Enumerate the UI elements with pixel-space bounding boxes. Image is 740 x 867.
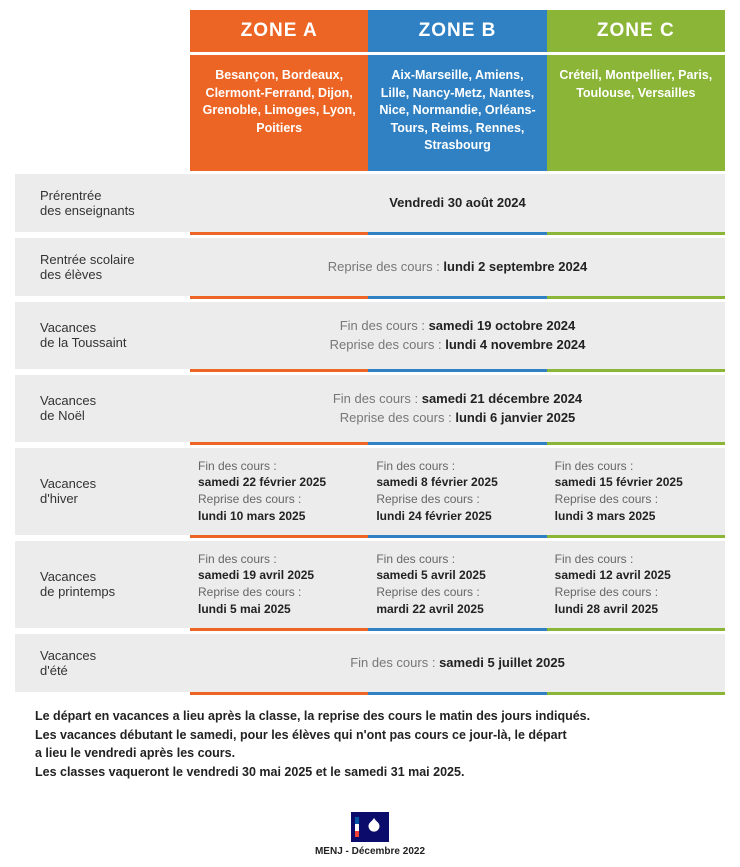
rep-date: mardi 22 avril 2025 (376, 601, 538, 618)
zone-a-cell: Fin des cours : samedi 19 avril 2025 Rep… (190, 541, 368, 628)
fin-date: samedi 5 avril 2025 (376, 567, 538, 584)
footnote-line: Le départ en vacances a lieu après la cl… (35, 707, 705, 726)
row-ete: Vacances d'été Fin des cours : samedi 5 … (15, 634, 725, 692)
fin-date: samedi 19 avril 2025 (198, 567, 360, 584)
zone-b-header: ZONE B (368, 10, 546, 52)
footer-text: MENJ - Décembre 2022 (15, 846, 725, 857)
label-line1: Vacances (40, 476, 180, 491)
prefix: Reprise des cours : (330, 337, 446, 352)
zone-c-cell: Fin des cours : samedi 15 février 2025 R… (547, 448, 725, 535)
rep-date: lundi 5 mai 2025 (198, 601, 360, 618)
calendar-table: ZONE A ZONE B ZONE C Besançon, Bordeaux,… (15, 10, 725, 695)
date-value: lundi 2 septembre 2024 (443, 259, 587, 274)
label-line2: de printemps (40, 584, 180, 599)
rep-label: Reprise des cours : (376, 584, 538, 601)
prefix: Fin des cours : (340, 318, 429, 333)
fin-date: samedi 22 février 2025 (198, 474, 360, 491)
label-line2: des enseignants (40, 203, 180, 218)
row-label: Vacances de Noël (15, 375, 190, 442)
row-noel: Vacances de Noël Fin des cours : samedi … (15, 375, 725, 442)
fin-label: Fin des cours : (198, 551, 360, 568)
label-line1: Vacances (40, 393, 180, 408)
merged-value: Reprise des cours : lundi 2 septembre 20… (190, 238, 725, 296)
fin-date: samedi 15 février 2025 (555, 474, 717, 491)
fin-label: Fin des cours : (198, 458, 360, 475)
label-line2: d'hiver (40, 491, 180, 506)
zone-b-cell: Fin des cours : samedi 5 avril 2025 Repr… (368, 541, 546, 628)
label-line2: d'été (40, 663, 180, 678)
row-label: Vacances d'hiver (15, 448, 190, 535)
date-value: samedi 21 décembre 2024 (422, 391, 582, 406)
row-rentree: Rentrée scolaire des élèves Reprise des … (15, 238, 725, 296)
footnote-line: Les classes vaqueront le vendredi 30 mai… (35, 763, 705, 782)
footnote-line: Les vacances débutant le samedi, pour le… (35, 726, 705, 745)
prefix: Reprise des cours : (340, 410, 456, 425)
zone-cities-row: Besançon, Bordeaux, Clermont-Ferrand, Di… (15, 55, 725, 171)
row-toussaint: Vacances de la Toussaint Fin des cours :… (15, 302, 725, 369)
rep-label: Reprise des cours : (198, 584, 360, 601)
date-value: samedi 5 juillet 2025 (439, 655, 565, 670)
row-label: Vacances de printemps (15, 541, 190, 628)
rep-label: Reprise des cours : (555, 584, 717, 601)
merged-value: Fin des cours : samedi 21 décembre 2024 … (190, 375, 725, 442)
rep-date: lundi 3 mars 2025 (555, 508, 717, 525)
label-line1: Rentrée scolaire (40, 252, 180, 267)
date-value: lundi 6 janvier 2025 (455, 410, 575, 425)
zone-b-cities: Aix-Marseille, Amiens, Lille, Nancy-Metz… (368, 55, 546, 171)
prefix: Fin des cours : (350, 655, 439, 670)
empty-label-cell (15, 55, 190, 171)
row-prerentree: Prérentrée des enseignants Vendredi 30 a… (15, 174, 725, 232)
zone-header-row: ZONE A ZONE B ZONE C (15, 10, 725, 52)
zone-divider (15, 692, 725, 695)
footnotes: Le départ en vacances a lieu après la cl… (15, 695, 725, 794)
footer: MENJ - Décembre 2022 (15, 812, 725, 857)
footnote-line: a lieu le vendredi après les cours. (35, 744, 705, 763)
empty-label-cell (15, 10, 190, 52)
date-value: samedi 19 octobre 2024 (429, 318, 576, 333)
zone-a-cell: Fin des cours : samedi 22 février 2025 R… (190, 448, 368, 535)
fin-label: Fin des cours : (376, 458, 538, 475)
zone-c-header: ZONE C (547, 10, 725, 52)
zone-a-cities: Besançon, Bordeaux, Clermont-Ferrand, Di… (190, 55, 368, 171)
zone-c-cities: Créteil, Montpellier, Paris, Toulouse, V… (547, 55, 725, 171)
rep-date: lundi 28 avril 2025 (555, 601, 717, 618)
row-label: Vacances de la Toussaint (15, 302, 190, 369)
zone-c-cell: Fin des cours : samedi 12 avril 2025 Rep… (547, 541, 725, 628)
label-line2: de la Toussaint (40, 335, 180, 350)
fin-date: samedi 12 avril 2025 (555, 567, 717, 584)
row-label: Prérentrée des enseignants (15, 174, 190, 232)
row-hiver: Vacances d'hiver Fin des cours : samedi … (15, 448, 725, 535)
date-value: Vendredi 30 août 2024 (389, 195, 526, 210)
rep-label: Reprise des cours : (376, 491, 538, 508)
zone-b-cell: Fin des cours : samedi 8 février 2025 Re… (368, 448, 546, 535)
merged-value: Fin des cours : samedi 5 juillet 2025 (190, 634, 725, 692)
merged-value: Fin des cours : samedi 19 octobre 2024 R… (190, 302, 725, 369)
rep-date: lundi 10 mars 2025 (198, 508, 360, 525)
row-label: Vacances d'été (15, 634, 190, 692)
prefix: Fin des cours : (333, 391, 422, 406)
label-line1: Prérentrée (40, 188, 180, 203)
label-line1: Vacances (40, 648, 180, 663)
gov-logo-icon (351, 812, 389, 842)
fin-label: Fin des cours : (555, 458, 717, 475)
fin-date: samedi 8 février 2025 (376, 474, 538, 491)
row-printemps: Vacances de printemps Fin des cours : sa… (15, 541, 725, 628)
rep-label: Reprise des cours : (198, 491, 360, 508)
rep-date: lundi 24 février 2025 (376, 508, 538, 525)
zone-a-header: ZONE A (190, 10, 368, 52)
fin-label: Fin des cours : (376, 551, 538, 568)
date-value: lundi 4 novembre 2024 (445, 337, 585, 352)
label-line2: de Noël (40, 408, 180, 423)
row-label: Rentrée scolaire des élèves (15, 238, 190, 296)
label-line1: Vacances (40, 569, 180, 584)
merged-value: Vendredi 30 août 2024 (190, 174, 725, 232)
fin-label: Fin des cours : (555, 551, 717, 568)
prefix: Reprise des cours : (328, 259, 444, 274)
label-line1: Vacances (40, 320, 180, 335)
rep-label: Reprise des cours : (555, 491, 717, 508)
label-line2: des élèves (40, 267, 180, 282)
